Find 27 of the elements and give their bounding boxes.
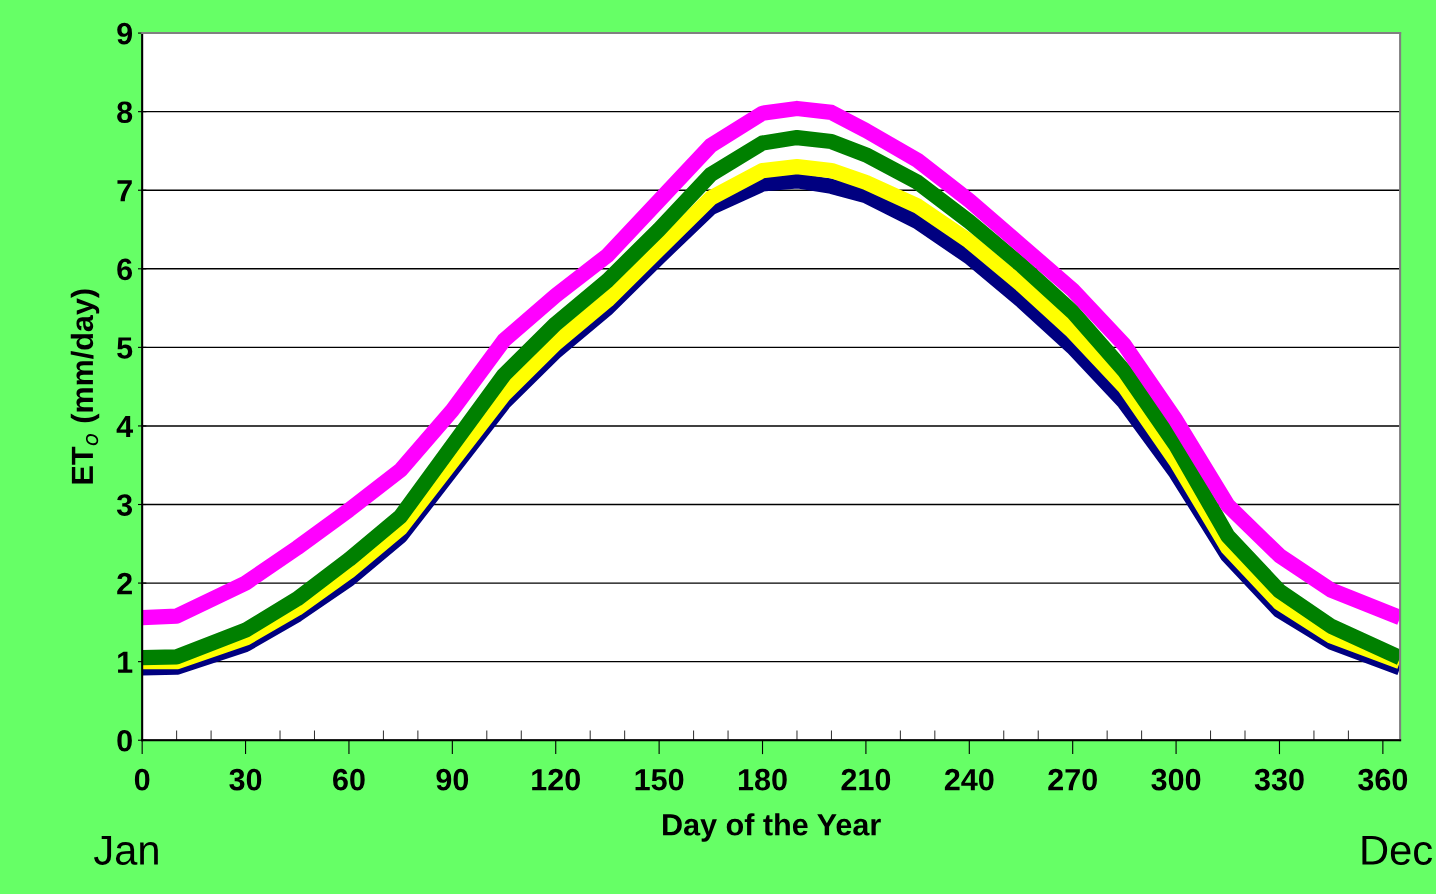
x-tick-label: 120 [532,768,580,791]
y-tick-label: 7 [117,180,132,202]
x-tick-label: 330 [1254,768,1304,791]
y-tick-label: 0 [117,729,132,752]
y-tick-label: 1 [118,651,133,673]
x-tick-label: 210 [841,768,891,791]
x-tick-label: 300 [1151,768,1201,791]
x-tick-label: 90 [436,768,469,791]
text: Jan [93,835,158,865]
y-tick-label: 4 [116,415,133,438]
x-tick-label: 270 [1048,768,1097,791]
x-tick-label: 360 [1358,768,1408,791]
x-tick-label: 150 [635,768,684,791]
y-tick-label: 9 [117,22,132,45]
y-tick-label: 5 [117,337,133,359]
x-tick-label: 30 [229,768,262,791]
y-tick-label: 8 [117,101,133,124]
text: Dec [1362,835,1433,865]
y-tick-label: 3 [116,494,133,516]
x-tick-label: 240 [944,768,994,791]
x-tick-label: 0 [134,768,150,791]
y-axis-title: ET$_{o}$ (mm/day) [70,289,100,484]
x-tick-label: 180 [738,768,787,791]
x-tick-label: 60 [333,768,365,791]
x-axis-title: Day of the Year [663,813,881,842]
y-tick-label: 2 [117,572,132,595]
y-tick-label: 6 [117,258,133,281]
